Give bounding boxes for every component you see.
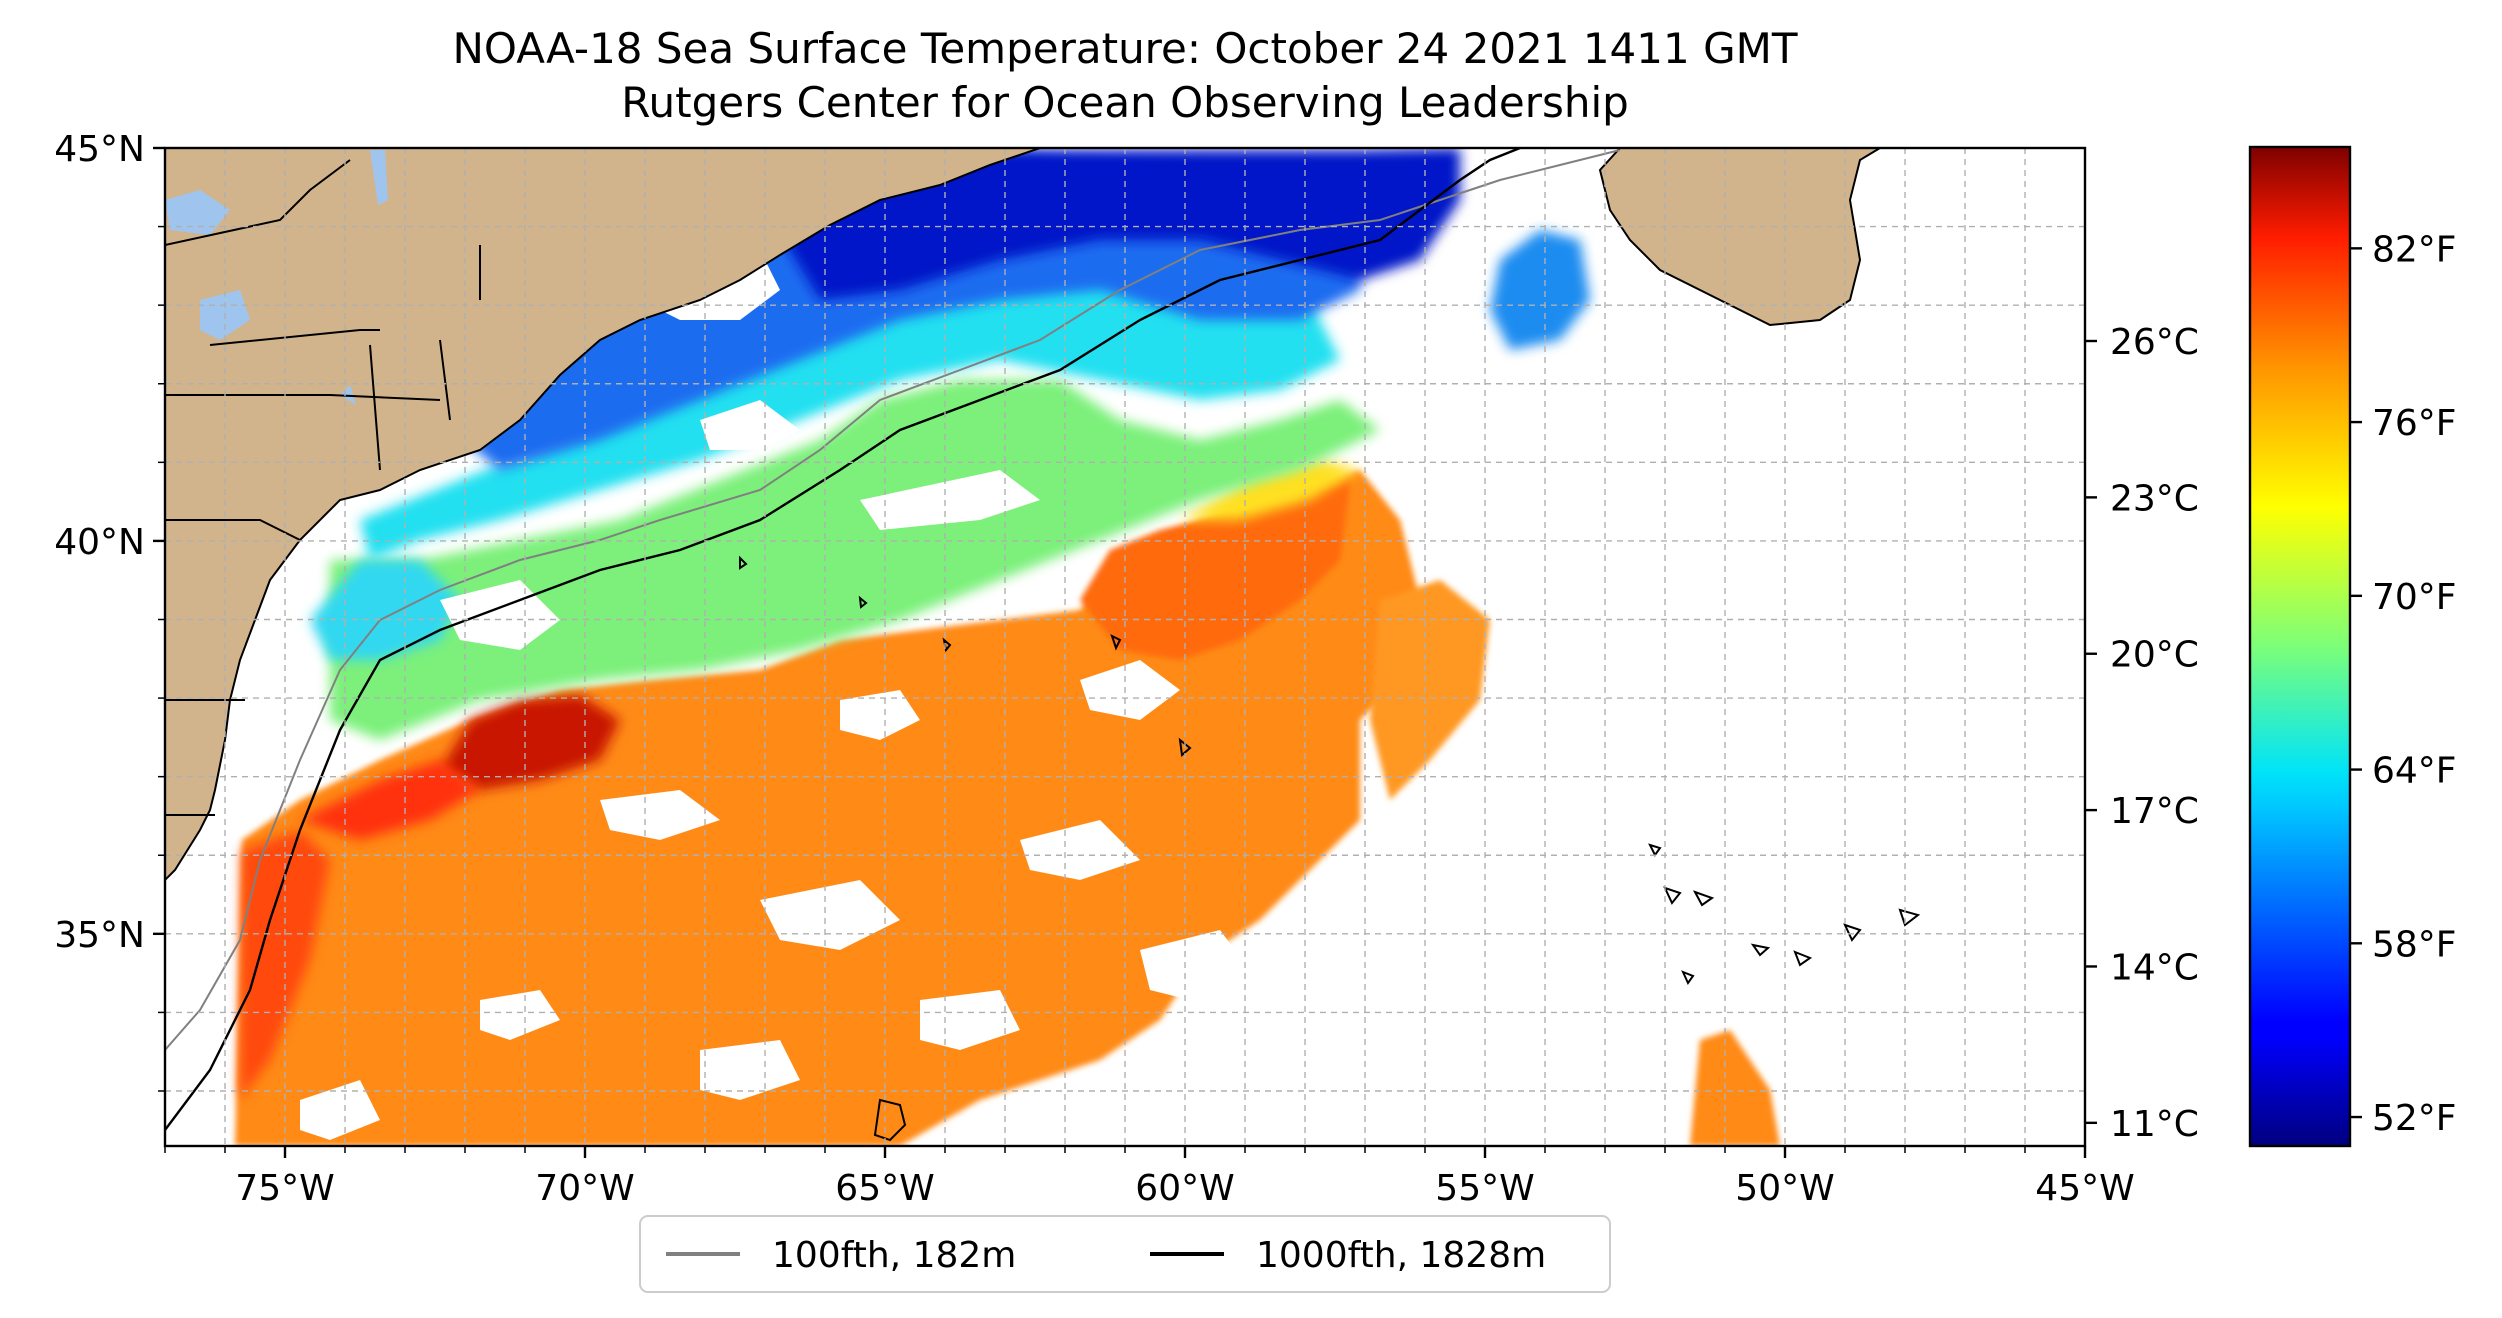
colorbar-f-label: 64°F [2372,751,2457,792]
legend-label-1000fth: 1000fth, 1828m [1256,1235,1546,1276]
x-tick-label: 60°W [1135,1168,1234,1209]
colorbar-c-label: 14°C [2110,947,2199,988]
gridlines [165,148,2085,1146]
colorbar-f-label: 70°F [2372,577,2457,618]
contour-1000fth [165,148,1521,1131]
x-tick-label: 75°W [235,1168,334,1209]
north-america-land [165,148,1041,882]
colorbar-c-label: 26°C [2110,322,2199,363]
sst-east-blue-patch [1490,230,1590,350]
x-tick-label: 65°W [835,1168,934,1209]
legend-label-100fth: 100fth, 182m [772,1235,1016,1276]
sst-yellow-band [1180,460,1360,520]
map-axis-ticks: 75°W 70°W 65°W 60°W 55°W 50°W 45°W 45°N 40°N 35°N [54,129,2134,1209]
x-tick-label: 55°W [1435,1168,1534,1209]
sst-hot-core [440,695,620,790]
colorbar-gradient [2248,145,2352,1148]
seamounts [739,555,1921,1142]
cloud-mask [300,240,1250,1140]
x-tick-label: 50°W [1735,1168,1834,1209]
x-tick-label: 45°W [2035,1168,2134,1209]
colorbar-f-label: 76°F [2372,403,2457,444]
sst-cyan-band [360,250,1340,560]
chart-title: NOAA-18 Sea Surface Temperature: October… [165,22,2085,130]
colorbar-ticks: 82°F 76°F 70°F 64°F 58°F 52°F 26°C 23°C 20°C 17°C… [2085,229,2457,1145]
state-borders [165,159,481,816]
colorbar-f-label: 52°F [2372,1098,2457,1139]
sst-green-band [330,380,1380,740]
sst-orange-north-patch [1080,480,1350,660]
colorbar: 82°F 76°F 70°F 64°F 58°F 52°F 26°C 23°C 20°C 17°C… [2085,145,2457,1148]
title-line-1: NOAA-18 Sea Surface Temperature: October… [452,24,1798,73]
y-tick-label: 45°N [54,129,145,170]
sst-cyan-coastal [310,560,460,660]
colorbar-c-label: 20°C [2110,635,2199,676]
colorbar-c-label: 17°C [2110,791,2199,832]
colorbar-f-label: 82°F [2372,229,2457,270]
sst-east-patches [1370,580,1490,800]
sst-map [165,148,2085,1146]
title-line-2: Rutgers Center for Ocean Observing Leade… [621,78,1629,127]
nova-scotia-land [1598,148,1882,327]
x-tick-label: 70°W [535,1168,634,1209]
colorbar-c-label: 11°C [2110,1104,2199,1145]
contour-legend: 100fth, 182m 1000fth, 1828m [639,1215,1611,1293]
sst-far-east-patch [1690,1030,1780,1146]
y-tick-label: 40°N [54,522,145,563]
y-tick-label: 35°N [54,915,145,956]
contour-100fth [165,149,1621,1051]
legend-box [639,1215,1611,1293]
colorbar-f-label: 58°F [2372,924,2457,965]
colorbar-c-label: 23°C [2110,478,2199,519]
land [165,148,1882,882]
